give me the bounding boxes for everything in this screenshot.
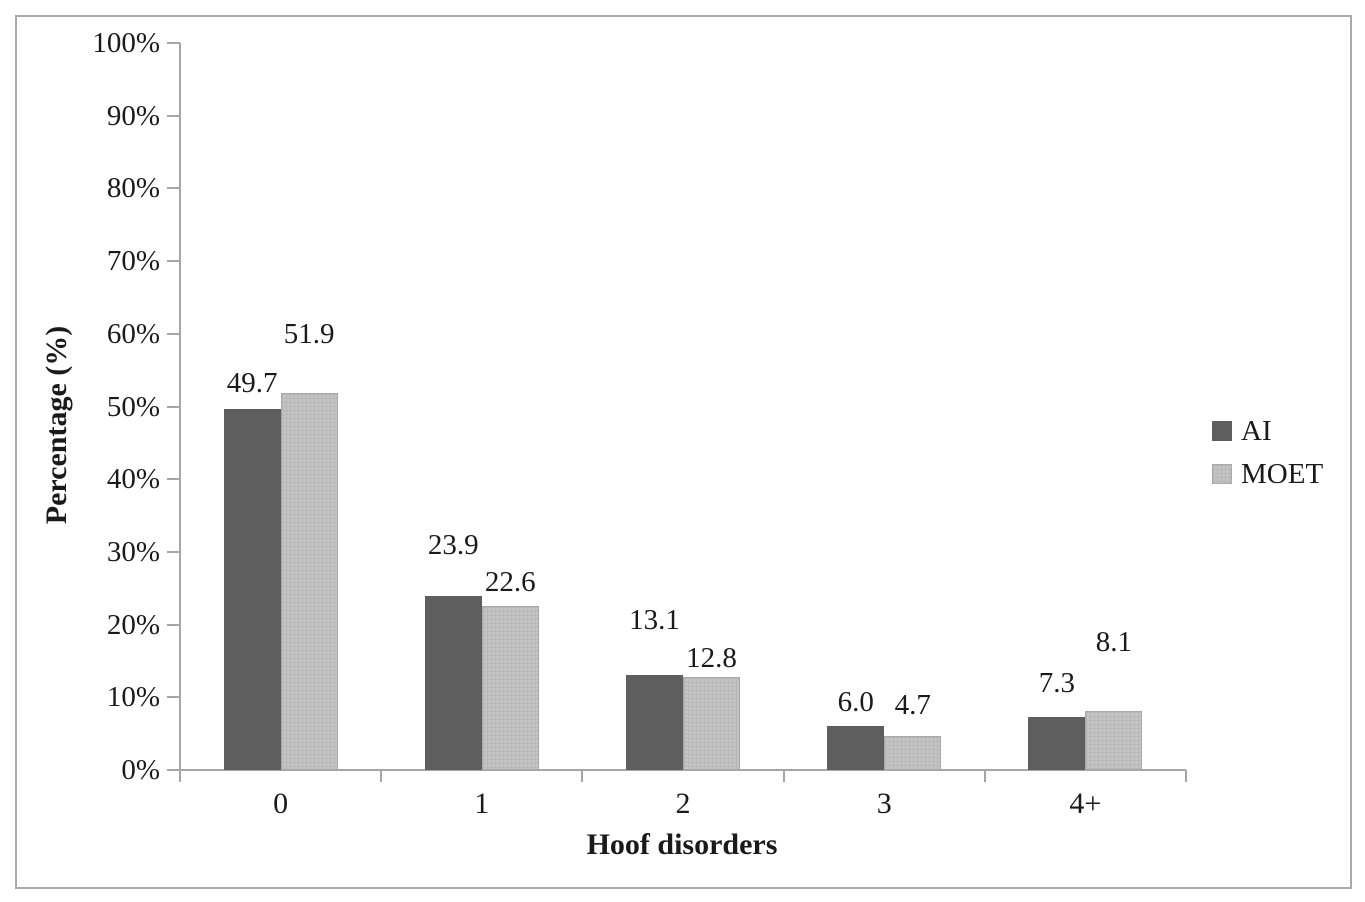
y-axis-tick xyxy=(167,332,180,335)
y-axis-tick xyxy=(167,550,180,553)
y-axis-tick-label: 10% xyxy=(106,681,160,714)
value-label-moet-2: 12.8 xyxy=(686,641,737,674)
y-axis-tick xyxy=(167,42,180,44)
y-axis-tick xyxy=(167,187,180,190)
legend: AI MOET xyxy=(1212,415,1323,501)
x-category-label: 2 xyxy=(675,787,691,820)
value-label-ai-2: 13.1 xyxy=(629,603,680,636)
x-category-label: 0 xyxy=(273,787,289,820)
legend-label: MOET xyxy=(1241,458,1324,490)
value-label-moet-0: 51.9 xyxy=(283,317,335,350)
legend-label: AI xyxy=(1241,415,1272,447)
bar-moet-2 xyxy=(683,676,740,770)
y-axis-tick-label: 20% xyxy=(106,608,160,641)
bar-moet-0 xyxy=(280,392,338,770)
y-axis-tick-label: 0% xyxy=(121,754,160,786)
y-axis-tick xyxy=(167,114,180,117)
x-category-label: 4+ xyxy=(1069,787,1102,820)
x-category-label: 1 xyxy=(474,787,490,820)
x-axis-tick xyxy=(380,770,383,782)
x-axis-tick xyxy=(581,770,584,782)
y-axis-tick-label: 30% xyxy=(106,535,160,568)
bar-moet-1 xyxy=(481,605,539,770)
value-label-moet-1: 22.6 xyxy=(484,565,536,598)
y-axis-title: Percentage (%) xyxy=(40,325,73,525)
y-axis-tick-label: 50% xyxy=(106,390,160,423)
y-axis-tick-label: 80% xyxy=(106,172,160,205)
y-axis-tick-label: 40% xyxy=(106,463,160,496)
y-axis-tick xyxy=(167,478,180,481)
y-axis-tick-label: 70% xyxy=(106,245,160,278)
y-axis-tick xyxy=(167,405,180,408)
x-axis-tick xyxy=(782,770,785,782)
bar-ai-0 xyxy=(223,408,281,770)
y-axis-tick xyxy=(167,696,180,699)
legend-item-ai: AI xyxy=(1212,415,1323,447)
value-label-ai-4+: 7.3 xyxy=(1038,666,1076,699)
legend-swatch-icon xyxy=(1212,421,1232,441)
legend-swatch-icon xyxy=(1212,464,1232,484)
x-axis-tick xyxy=(983,770,986,782)
bar-ai-4+ xyxy=(1028,716,1086,770)
value-label-moet-4+: 8.1 xyxy=(1095,626,1133,659)
bar-ai-1 xyxy=(424,596,482,770)
x-axis-line xyxy=(180,769,1186,771)
x-axis-tick xyxy=(179,770,181,782)
y-axis-tick-label: 60% xyxy=(106,317,160,350)
x-category-label: 3 xyxy=(876,787,892,820)
value-label-moet-3: 4.7 xyxy=(894,688,931,721)
y-axis-tick-label: 90% xyxy=(106,99,160,132)
value-label-ai-0: 49.7 xyxy=(226,366,278,399)
y-axis-tick-label: 100% xyxy=(92,27,160,59)
y-axis-line xyxy=(179,43,181,772)
x-axis-tick xyxy=(1185,770,1187,782)
value-label-ai-3: 6.0 xyxy=(837,686,874,719)
x-axis-title: Hoof disorders xyxy=(586,828,778,861)
y-axis-tick xyxy=(167,260,180,263)
bar-moet-3 xyxy=(884,735,942,770)
value-label-ai-1: 23.9 xyxy=(427,529,479,562)
legend-item-moet: MOET xyxy=(1212,458,1323,490)
y-axis-tick xyxy=(167,769,180,771)
bar-moet-4+ xyxy=(1085,711,1143,770)
y-axis-tick xyxy=(167,623,180,626)
bar-ai-2 xyxy=(626,674,683,770)
bar-ai-3 xyxy=(827,726,885,770)
